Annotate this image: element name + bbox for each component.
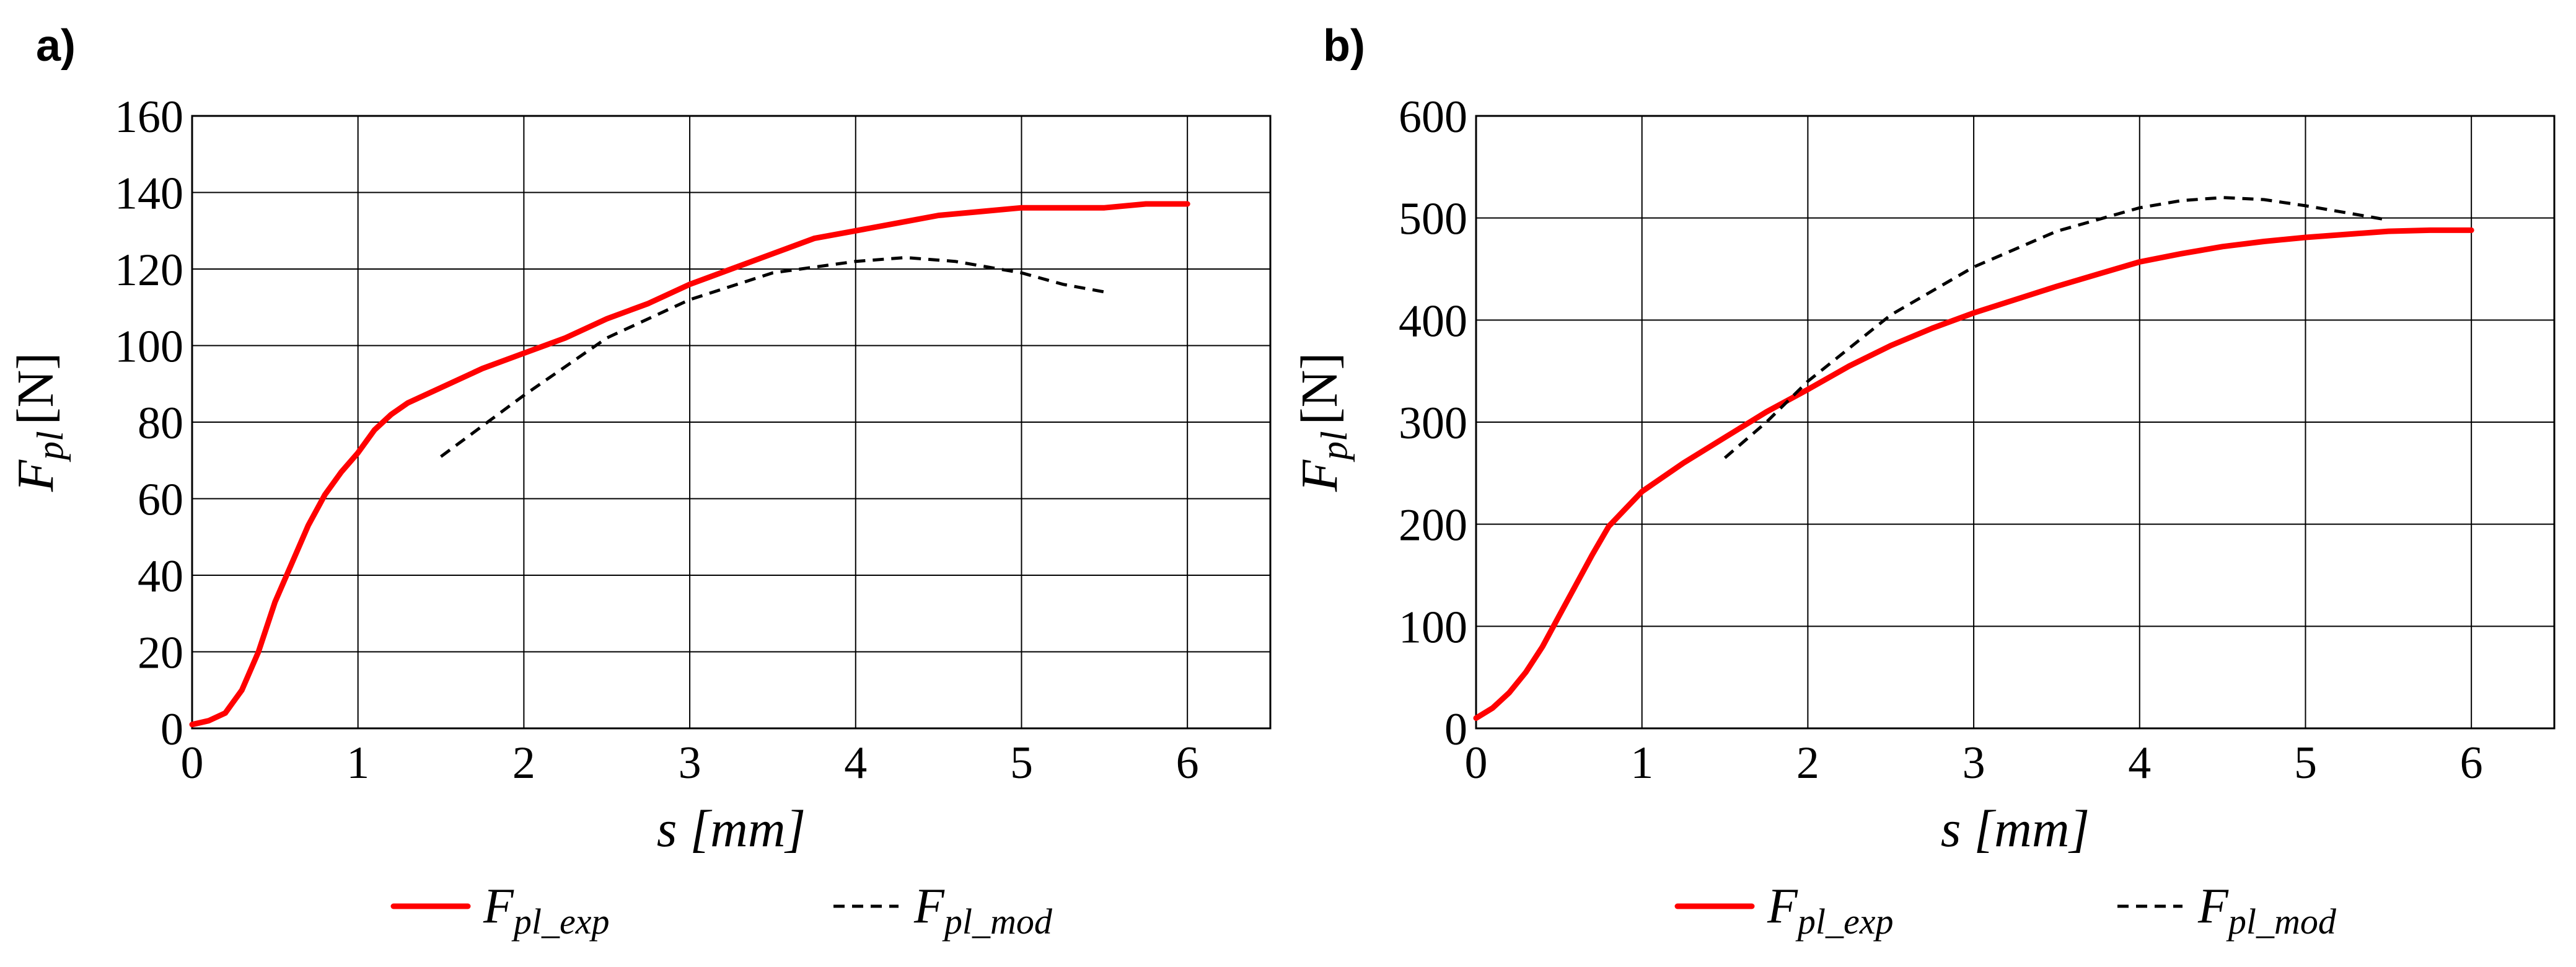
- panel-a-y-tick-label: 20: [138, 628, 183, 679]
- panel-a-y-tick-label: 160: [115, 92, 183, 143]
- panel-a-y-tick-label: 0: [160, 704, 183, 755]
- panel-b-y-label-unit: [N]: [1291, 353, 1348, 425]
- panel-a-x-tick-label: 0: [181, 738, 204, 788]
- panel-a-y-axis-label: Fpl [N]: [7, 353, 71, 493]
- panel-a-y-label-sub: pl: [30, 431, 71, 462]
- panel-b-y-tick-label: 300: [1399, 398, 1467, 449]
- panel-b-legend-exp-label: Fpl_exp: [1767, 879, 1893, 942]
- panel-b-legend-mod-label: Fpl_mod: [2197, 879, 2337, 942]
- panel-a-x-tick-label: 6: [1176, 738, 1199, 788]
- panel-b-y-tick-label: 600: [1399, 92, 1467, 143]
- panel-b-y-tick-label: 400: [1399, 296, 1467, 347]
- panel-b-y-label-symbol: F: [1291, 459, 1348, 492]
- panel-b-y-tick-label: 500: [1399, 194, 1467, 245]
- panel-b-y-tick-label: 100: [1399, 602, 1467, 653]
- panel-b-x-axis-label: s [mm]: [1941, 800, 2090, 858]
- panel-a-legend-exp-label: Fpl_exp: [483, 879, 609, 942]
- panel-a-series-exp-line: [189, 201, 1190, 728]
- panel-a-x-tick-label: 5: [1010, 738, 1033, 788]
- panel-a-y-tick-label: 140: [115, 169, 183, 219]
- panel-a-x-tick-label: 2: [512, 738, 535, 788]
- panel-a-x-tick-label: 1: [346, 738, 369, 788]
- panel-a-plot-frame: [191, 115, 1272, 730]
- panel-a-x-ticks: 0 1 2 3 4 5 6: [181, 738, 1199, 788]
- panel-b-tag: b): [1323, 21, 1365, 71]
- panel-b-x-tick-label: 4: [2128, 738, 2151, 788]
- panel-a-y-label-symbol: F: [7, 459, 64, 492]
- panel-a-y-label-unit: [N]: [7, 353, 64, 425]
- panel-b-plot-frame: [1475, 115, 2556, 730]
- panel-b-x-tick-label: 1: [1630, 738, 1653, 788]
- panel-a-y-ticks: 0 20 40 60 80 100 120 140 160: [115, 92, 183, 755]
- panel-a-legend: Fpl_exp Fpl_mod: [390, 879, 1053, 942]
- panel-b-x-tick-label: 0: [1465, 738, 1488, 788]
- panel-a-y-tick-label: 40: [138, 551, 183, 602]
- panel-b-x-tick-label: 6: [2460, 738, 2483, 788]
- panel-a-x-tick-label: 3: [679, 738, 701, 788]
- panel-b-y-axis-label: Fpl [N]: [1291, 353, 1355, 493]
- panel-a-legend-mod-label: Fpl_mod: [913, 879, 1053, 942]
- panel-b-legend: Fpl_exp Fpl_mod: [1674, 879, 2337, 942]
- panel-b-x-tick-label: 3: [1963, 738, 1985, 788]
- panel-b-y-tick-label: 200: [1399, 500, 1467, 551]
- panel-b-x-tick-label: 2: [1796, 738, 1819, 788]
- panel-a-x-tick-label: 4: [844, 738, 867, 788]
- panel-a-y-tick-label: 60: [138, 475, 183, 526]
- panel-b-series-exp-line: [1473, 227, 2474, 721]
- panel-b-grid: [1475, 115, 2554, 729]
- panel-a-y-tick-label: 120: [115, 245, 183, 296]
- panel-a-y-tick-label: 80: [138, 398, 183, 449]
- panel-b: b) 0 100 200 300 400 500 600 0 1 2 3 4 5 6 Fpl [N] s …: [1291, 21, 2556, 942]
- panel-a-series-mod-line: [440, 255, 1105, 458]
- panel-b-series-mod-line: [1723, 196, 2389, 459]
- panel-a-tag: a): [36, 21, 76, 71]
- panel-b-y-tick-label: 0: [1444, 704, 1467, 755]
- panel-b-y-ticks: 0 100 200 300 400 500 600: [1399, 92, 1467, 755]
- panel-b-x-ticks: 0 1 2 3 4 5 6: [1465, 738, 2483, 788]
- panel-b-x-tick-label: 5: [2294, 738, 2317, 788]
- panel-a-x-axis-label: s [mm]: [657, 800, 806, 858]
- panel-b-y-label-sub: pl: [1314, 431, 1355, 462]
- panel-a-y-tick-label: 100: [115, 322, 183, 373]
